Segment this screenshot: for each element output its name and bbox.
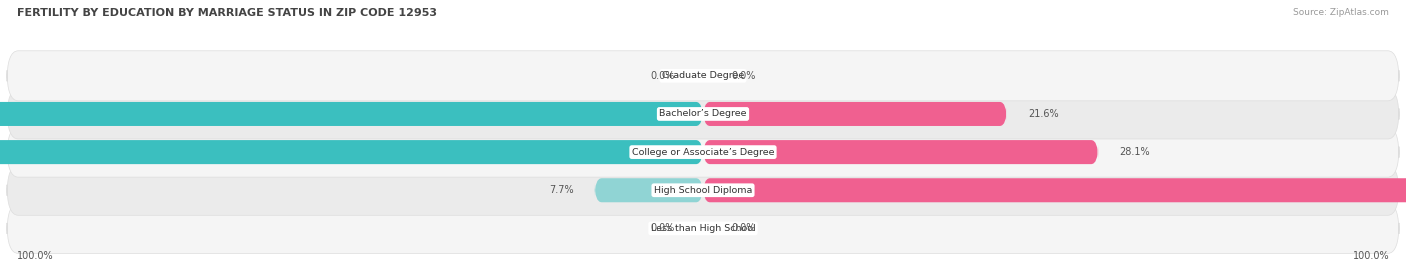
Text: 0.0%: 0.0% bbox=[651, 224, 675, 233]
FancyBboxPatch shape bbox=[0, 102, 703, 126]
FancyBboxPatch shape bbox=[7, 127, 1399, 177]
Text: Graduate Degree: Graduate Degree bbox=[662, 71, 744, 80]
FancyBboxPatch shape bbox=[7, 51, 1399, 101]
Text: 0.0%: 0.0% bbox=[651, 71, 675, 81]
FancyBboxPatch shape bbox=[0, 140, 703, 164]
Text: Bachelor’s Degree: Bachelor’s Degree bbox=[659, 109, 747, 118]
FancyBboxPatch shape bbox=[7, 165, 1399, 215]
Text: 21.6%: 21.6% bbox=[1028, 109, 1059, 119]
Text: 0.0%: 0.0% bbox=[731, 71, 755, 81]
Text: FERTILITY BY EDUCATION BY MARRIAGE STATUS IN ZIP CODE 12953: FERTILITY BY EDUCATION BY MARRIAGE STATU… bbox=[17, 8, 437, 18]
Text: 100.0%: 100.0% bbox=[1353, 250, 1389, 261]
Text: College or Associate’s Degree: College or Associate’s Degree bbox=[631, 148, 775, 157]
FancyBboxPatch shape bbox=[7, 89, 1399, 139]
Text: 100.0%: 100.0% bbox=[17, 250, 53, 261]
FancyBboxPatch shape bbox=[703, 178, 1406, 202]
Text: 0.0%: 0.0% bbox=[731, 224, 755, 233]
FancyBboxPatch shape bbox=[7, 203, 1399, 253]
Text: 7.7%: 7.7% bbox=[548, 185, 574, 195]
FancyBboxPatch shape bbox=[703, 102, 1007, 126]
Text: 28.1%: 28.1% bbox=[1119, 147, 1150, 157]
Text: Less than High School: Less than High School bbox=[651, 224, 755, 233]
Text: Source: ZipAtlas.com: Source: ZipAtlas.com bbox=[1294, 8, 1389, 17]
FancyBboxPatch shape bbox=[595, 178, 703, 202]
Text: High School Diploma: High School Diploma bbox=[654, 186, 752, 195]
FancyBboxPatch shape bbox=[703, 140, 1098, 164]
